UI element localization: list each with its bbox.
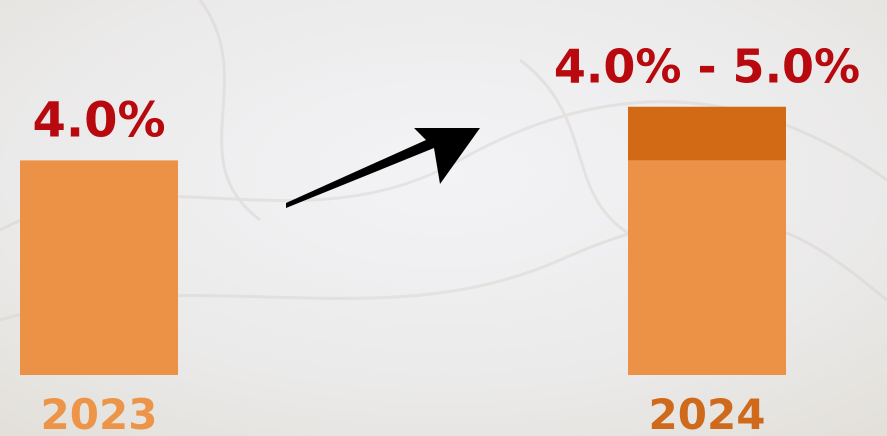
bar-segment [628, 160, 786, 375]
bar-segment [628, 106, 786, 161]
x-tick-label: 2024 [649, 390, 766, 436]
trend-arrow [286, 128, 480, 208]
value-label: 4.0% [32, 92, 165, 148]
bar-segment [20, 160, 178, 375]
value-label: 4.0% - 5.0% [554, 40, 860, 94]
x-tick-label: 2023 [41, 390, 158, 436]
